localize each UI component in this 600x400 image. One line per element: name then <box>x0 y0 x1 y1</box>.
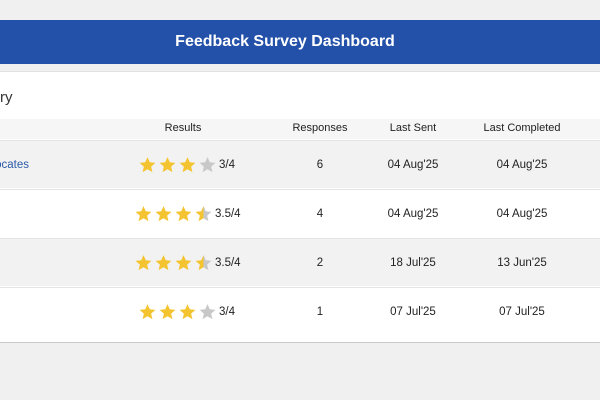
page-title: Feedback Survey Dashboard <box>175 33 395 50</box>
star-icon <box>199 156 216 172</box>
column-header-results: Results <box>164 122 202 134</box>
responses-count: 6 <box>316 158 324 171</box>
rating-value: 3/4 <box>219 158 235 171</box>
table-row[interactable]: 3/4 1 07 Jul'25 07 Jul'25 <box>0 287 600 335</box>
table-header: Results Responses Last Sent Last Complet… <box>0 119 600 139</box>
rating-stars <box>138 155 217 174</box>
column-header-responses: Responses <box>292 122 348 134</box>
star-icon <box>195 254 212 270</box>
star-icon <box>179 156 196 172</box>
star-icon <box>139 156 156 172</box>
star-icon <box>175 254 192 270</box>
last-sent-date: 04 Aug'25 <box>387 158 439 171</box>
column-header-last-completed: Last Completed <box>483 122 561 134</box>
rating-value: 3.5/4 <box>215 256 241 269</box>
star-icon <box>199 303 216 319</box>
rating-value: 3/4 <box>219 305 235 318</box>
card-title: ry <box>0 89 13 106</box>
rating-value: 3.5/4 <box>215 207 241 220</box>
star-icon <box>159 156 176 172</box>
column-header-last-sent: Last Sent <box>389 122 437 134</box>
table-row[interactable]: 3.5/4 4 04 Aug'25 04 Aug'25 <box>0 189 600 237</box>
responses-count: 4 <box>316 207 324 220</box>
last-completed-date: 04 Aug'25 <box>496 207 548 220</box>
star-icon <box>135 205 152 221</box>
star-icon <box>139 303 156 319</box>
last-sent-date: 18 Jul'25 <box>390 256 436 269</box>
responses-count: 2 <box>316 256 324 269</box>
table-row[interactable]: ocates 3/4 6 04 Aug'25 04 Aug'25 <box>0 140 600 188</box>
table-row[interactable]: 3.5/4 2 18 Jul'25 13 Jun'25 <box>0 238 600 286</box>
last-sent-date: 04 Aug'25 <box>387 207 439 220</box>
star-icon <box>155 205 172 221</box>
survey-name-link[interactable]: ocates <box>0 158 29 171</box>
star-icon <box>195 205 212 221</box>
rating-stars <box>138 302 217 321</box>
star-icon <box>155 254 172 270</box>
rating-stars <box>134 204 213 223</box>
rating-stars <box>134 253 213 272</box>
star-icon <box>175 205 192 221</box>
last-completed-date: 04 Aug'25 <box>496 158 548 171</box>
star-icon <box>179 303 196 319</box>
last-completed-date: 07 Jul'25 <box>499 305 545 318</box>
survey-summary-card: ry Results Responses Last Sent Last Comp… <box>0 71 600 343</box>
last-sent-date: 07 Jul'25 <box>390 305 436 318</box>
last-completed-date: 13 Jun'25 <box>497 256 547 269</box>
star-icon <box>135 254 152 270</box>
app-header: Feedback Survey Dashboard <box>0 20 600 64</box>
responses-count: 1 <box>316 305 324 318</box>
star-icon <box>159 303 176 319</box>
